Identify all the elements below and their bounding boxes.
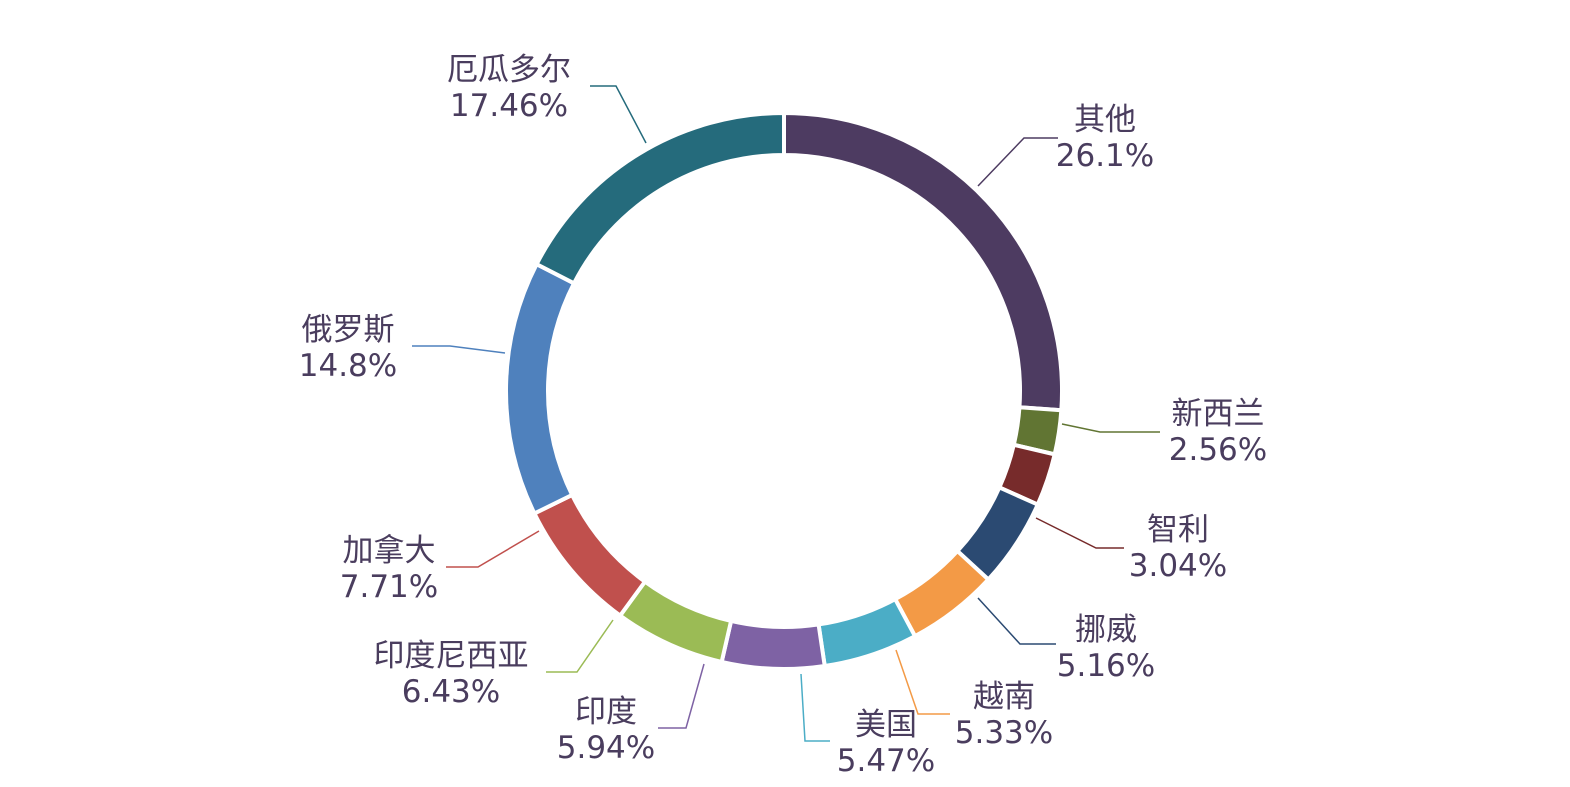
slice-label-percent-5: 5.47% [837, 743, 935, 779]
slice-label-name-0: 其他 [1074, 102, 1136, 138]
slice-label-name-8: 加拿大 [343, 533, 436, 569]
slice-label-percent-10: 17.46% [450, 88, 568, 124]
donut-slice-9 [504, 261, 577, 517]
leader-line-2 [1035, 517, 1124, 549]
leader-line-9 [412, 345, 506, 354]
leader-line-7 [546, 619, 614, 673]
slice-label-name-1: 新西兰 [1172, 396, 1265, 432]
slice-label-percent-0: 26.1% [1056, 138, 1154, 174]
donut-slice-10 [533, 110, 786, 287]
donut-slice-0 [782, 110, 1064, 413]
slice-label-name-10: 厄瓜多尔 [447, 52, 571, 88]
slice-label-name-6: 印度 [575, 694, 637, 730]
slice-label-name-3: 挪威 [1075, 612, 1137, 648]
leader-line-10 [590, 85, 647, 144]
slice-label-name-7: 印度尼西亚 [374, 638, 529, 674]
donut-slice-5 [816, 596, 918, 669]
slice-label-percent-1: 2.56% [1169, 432, 1267, 468]
donut-slice-8 [531, 492, 648, 619]
slice-label-percent-2: 3.04% [1129, 548, 1227, 584]
leader-line-6 [658, 663, 705, 729]
leader-line-5 [800, 673, 830, 742]
slice-label-percent-4: 5.33% [955, 715, 1053, 751]
slice-label-percent-6: 5.94% [557, 730, 655, 766]
slice-label-name-4: 越南 [973, 679, 1035, 715]
slice-label-percent-8: 7.71% [340, 569, 438, 605]
slice-label-percent-7: 6.43% [402, 674, 500, 710]
slice-label-percent-3: 5.16% [1057, 648, 1155, 684]
slice-label-name-2: 智利 [1147, 512, 1209, 548]
leader-line-8 [446, 530, 540, 568]
leader-line-4 [895, 649, 950, 715]
slice-label-name-5: 美国 [855, 707, 917, 743]
leader-line-3 [977, 597, 1056, 645]
donut-slice-6 [719, 618, 827, 671]
slice-label-name-9: 俄罗斯 [302, 312, 395, 348]
leader-line-0 [977, 137, 1058, 187]
slice-label-percent-9: 14.8% [299, 348, 397, 384]
leader-line-1 [1061, 423, 1160, 433]
